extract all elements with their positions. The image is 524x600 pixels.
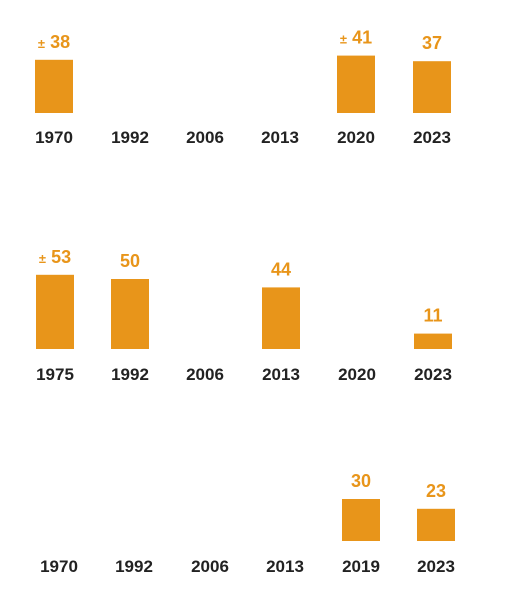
approx-prefix: ± bbox=[340, 32, 347, 47]
bar-1970 bbox=[35, 59, 73, 113]
tick-label-2020: 2020 bbox=[337, 128, 375, 147]
bar-2020 bbox=[337, 55, 375, 113]
value-number: 41 bbox=[352, 28, 372, 48]
value-number: 37 bbox=[422, 33, 442, 53]
value-number: 44 bbox=[271, 259, 291, 279]
tick-label-2020: 2020 bbox=[338, 365, 376, 384]
bar-1975 bbox=[36, 274, 74, 349]
tick-label-1975: 1975 bbox=[36, 365, 74, 384]
bar-2013 bbox=[262, 287, 300, 349]
value-label-2020: ± 41 bbox=[340, 28, 372, 48]
chart-panel-3: 1970 1992 2006 2013 2019 30 2023 23 bbox=[40, 471, 455, 576]
tick-label-2013: 2013 bbox=[262, 365, 300, 384]
value-number: 38 bbox=[50, 32, 70, 52]
bar-2023 bbox=[414, 333, 452, 349]
tick-label-2006: 2006 bbox=[191, 557, 229, 576]
value-number: 50 bbox=[120, 251, 140, 271]
value-label-1992: 50 bbox=[120, 251, 140, 271]
tick-label-2023: 2023 bbox=[417, 557, 455, 576]
value-label-1975: ± 53 bbox=[39, 247, 71, 267]
value-label-2013: 44 bbox=[271, 259, 291, 279]
approx-prefix: ± bbox=[39, 251, 46, 266]
tick-label-1970: 1970 bbox=[35, 128, 73, 147]
value-label-1970: ± 38 bbox=[38, 32, 70, 52]
bar-1992 bbox=[111, 279, 149, 349]
value-number: 23 bbox=[426, 481, 446, 501]
tick-label-1970: 1970 bbox=[40, 557, 78, 576]
tick-label-2023: 2023 bbox=[414, 365, 452, 384]
tick-label-2013: 2013 bbox=[261, 128, 299, 147]
tick-label-2006: 2006 bbox=[186, 365, 224, 384]
value-number: 11 bbox=[423, 306, 442, 326]
bar-2023 bbox=[413, 61, 451, 113]
value-label-2023: 37 bbox=[422, 33, 442, 53]
chart-panel-1: 1970 ± 38 1992 2006 2013 2020 ± 41 2023 37 bbox=[35, 28, 451, 147]
approx-prefix: ± bbox=[38, 36, 45, 51]
tick-label-2013: 2013 bbox=[266, 557, 304, 576]
value-label-2023: 11 bbox=[423, 306, 442, 326]
value-number: 53 bbox=[51, 247, 71, 267]
bar-2023 bbox=[417, 508, 455, 541]
tick-label-2006: 2006 bbox=[186, 128, 224, 147]
value-label-2023: 23 bbox=[426, 481, 446, 501]
bar-2019 bbox=[342, 499, 380, 541]
tick-label-2023: 2023 bbox=[413, 128, 451, 147]
tick-label-2019: 2019 bbox=[342, 557, 380, 576]
chart-panel-2: 1975 ± 53 1992 50 2006 2013 44 2020 2023 11 bbox=[36, 247, 452, 384]
tick-label-1992: 1992 bbox=[115, 557, 153, 576]
value-number: 30 bbox=[351, 471, 371, 491]
value-label-2019: 30 bbox=[351, 471, 371, 491]
tick-label-1992: 1992 bbox=[111, 365, 149, 384]
tick-label-1992: 1992 bbox=[111, 128, 149, 147]
